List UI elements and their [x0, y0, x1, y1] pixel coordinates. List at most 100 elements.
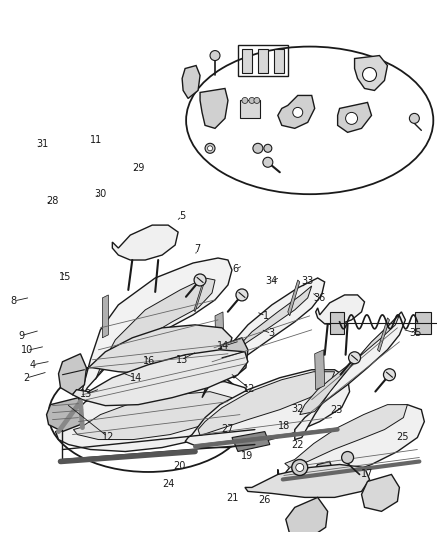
Circle shape — [242, 98, 248, 103]
Polygon shape — [415, 312, 431, 334]
Polygon shape — [185, 370, 350, 448]
Text: 28: 28 — [46, 196, 58, 206]
Polygon shape — [288, 280, 300, 316]
Polygon shape — [210, 286, 312, 379]
Text: 13: 13 — [176, 354, 188, 365]
Text: 12: 12 — [102, 432, 114, 442]
Text: 14: 14 — [217, 341, 230, 351]
Polygon shape — [274, 49, 284, 72]
Circle shape — [205, 143, 215, 154]
Text: 13: 13 — [80, 389, 92, 399]
Polygon shape — [56, 382, 252, 451]
Polygon shape — [102, 295, 108, 338]
Polygon shape — [240, 100, 260, 118]
Text: 25: 25 — [396, 432, 409, 442]
Ellipse shape — [186, 46, 433, 194]
Circle shape — [254, 98, 260, 103]
Circle shape — [253, 143, 263, 154]
Text: 7: 7 — [194, 245, 200, 254]
Text: 35: 35 — [409, 328, 422, 338]
Text: 10: 10 — [21, 345, 33, 356]
Text: 33: 33 — [301, 277, 314, 286]
Text: 16: 16 — [143, 356, 155, 366]
Polygon shape — [330, 312, 343, 334]
Polygon shape — [81, 258, 232, 400]
Text: 19: 19 — [241, 451, 254, 461]
Circle shape — [264, 144, 272, 152]
Polygon shape — [355, 55, 388, 91]
Polygon shape — [202, 278, 325, 398]
Polygon shape — [95, 278, 215, 379]
Text: 6: 6 — [233, 264, 239, 274]
Circle shape — [410, 114, 419, 123]
Circle shape — [194, 274, 206, 286]
Circle shape — [296, 464, 304, 472]
Text: 1: 1 — [263, 311, 269, 321]
Polygon shape — [258, 49, 268, 72]
Polygon shape — [286, 497, 328, 533]
Circle shape — [346, 112, 357, 124]
Text: 22: 22 — [291, 440, 304, 450]
Polygon shape — [200, 88, 228, 128]
Polygon shape — [295, 312, 406, 440]
Text: 34: 34 — [265, 277, 278, 286]
Text: 14: 14 — [130, 373, 142, 383]
Text: 12: 12 — [244, 384, 256, 394]
Text: 20: 20 — [173, 461, 186, 471]
Circle shape — [236, 289, 248, 301]
Polygon shape — [182, 66, 200, 99]
Text: 31: 31 — [36, 139, 48, 149]
Polygon shape — [46, 398, 82, 432]
Circle shape — [342, 451, 353, 464]
Polygon shape — [242, 49, 252, 72]
Polygon shape — [112, 225, 178, 260]
Polygon shape — [78, 325, 232, 374]
Polygon shape — [245, 464, 370, 497]
Circle shape — [263, 157, 273, 167]
Polygon shape — [316, 295, 364, 325]
Circle shape — [363, 68, 377, 82]
Circle shape — [384, 369, 396, 381]
Text: 30: 30 — [94, 189, 106, 199]
Text: 27: 27 — [222, 424, 234, 434]
Text: 23: 23 — [331, 405, 343, 415]
Text: 29: 29 — [132, 163, 145, 173]
Polygon shape — [278, 95, 314, 128]
Polygon shape — [232, 432, 270, 451]
Text: 18: 18 — [279, 421, 291, 431]
Text: 17: 17 — [361, 469, 374, 479]
Text: 32: 32 — [291, 404, 304, 414]
Text: 11: 11 — [90, 135, 102, 145]
Circle shape — [208, 146, 212, 151]
Text: 9: 9 — [18, 330, 24, 341]
Circle shape — [293, 108, 303, 117]
Polygon shape — [215, 312, 224, 356]
Circle shape — [292, 459, 308, 475]
Polygon shape — [361, 474, 399, 511]
Text: 5: 5 — [179, 211, 185, 221]
Polygon shape — [74, 392, 232, 440]
Circle shape — [349, 352, 360, 364]
Polygon shape — [314, 462, 332, 480]
Polygon shape — [59, 354, 86, 394]
Polygon shape — [278, 405, 424, 480]
Text: 8: 8 — [11, 296, 17, 306]
Polygon shape — [72, 350, 248, 406]
Text: 21: 21 — [226, 492, 238, 503]
Text: 15: 15 — [59, 272, 71, 282]
Text: 24: 24 — [162, 480, 175, 489]
Polygon shape — [285, 405, 407, 467]
Text: 2: 2 — [23, 373, 29, 383]
Text: 4: 4 — [29, 360, 35, 370]
Ellipse shape — [49, 357, 248, 472]
Circle shape — [210, 51, 220, 61]
Circle shape — [249, 98, 255, 103]
Polygon shape — [338, 102, 371, 132]
Text: 26: 26 — [259, 495, 271, 505]
Polygon shape — [378, 318, 389, 352]
Polygon shape — [314, 350, 325, 390]
Polygon shape — [194, 278, 205, 312]
Polygon shape — [218, 338, 248, 378]
Polygon shape — [300, 315, 399, 415]
Text: 36: 36 — [313, 293, 325, 303]
